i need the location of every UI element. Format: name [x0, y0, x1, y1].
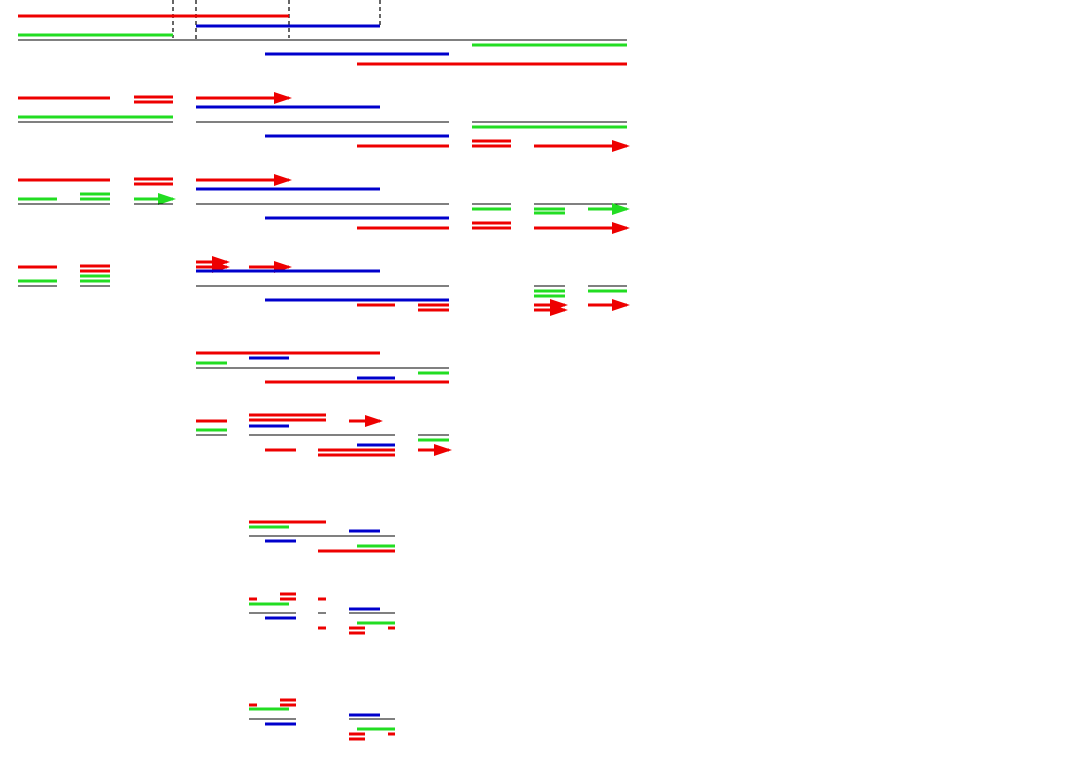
- page: [18, 0, 630, 741]
- diagram: [18, 0, 630, 741]
